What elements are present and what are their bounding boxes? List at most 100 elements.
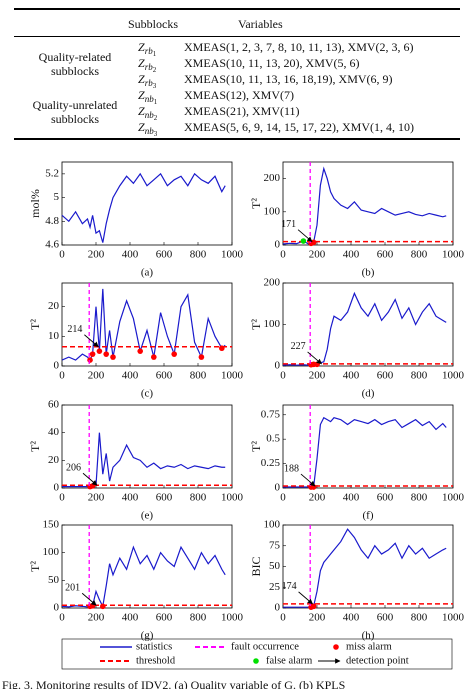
symbol-index: 1: [153, 98, 158, 106]
group-label: Quality-related subblocks: [38, 50, 112, 78]
x-tick-label: 400: [122, 249, 139, 261]
x-tick-label: 1000: [221, 492, 244, 504]
x-tick-label: 1000: [442, 492, 465, 504]
symbol-sub: nb: [144, 110, 154, 120]
y-axis-label: T²: [249, 198, 263, 209]
y-tick-label: 200: [264, 277, 281, 289]
group-label: Quality-unrelated subblocks: [32, 98, 118, 126]
x-tick-label: 800: [411, 249, 428, 261]
panel-label: (c): [141, 388, 154, 400]
variables: XMEAS(12), XMV(7): [184, 88, 294, 102]
x-tick-label: 200: [309, 612, 326, 624]
x-tick-label: 0: [59, 612, 65, 624]
detection-label: 201: [65, 583, 80, 594]
x-tick-label: 200: [88, 370, 105, 382]
x-tick-label: 1000: [221, 370, 244, 382]
x-tick-label: 600: [156, 492, 173, 504]
x-tick-label: 1000: [442, 249, 465, 261]
statistics-line: [61, 288, 226, 362]
variables: XMEAS(10, 11, 13, 20), XMV(5, 6): [184, 56, 360, 70]
miss-alarm: [151, 354, 157, 360]
detection-label: 174: [282, 581, 297, 592]
symbol-sub: nb: [144, 126, 154, 136]
symbol-index: 2: [152, 66, 157, 74]
y-tick-label: 0: [54, 360, 60, 372]
panel-label: (f): [363, 510, 374, 522]
y-tick-label: 40: [48, 426, 60, 438]
symbol: Zrb3: [138, 72, 157, 90]
miss-alarm: [198, 354, 205, 360]
legend-swatch: [333, 644, 339, 650]
miss-alarm: [89, 483, 96, 489]
x-tick-label: 1000: [442, 612, 465, 624]
symbol-index: 3: [153, 130, 158, 138]
x-tick-label: 0: [59, 492, 65, 504]
y-tick-label: 100: [264, 519, 281, 531]
x-tick-label: 0: [280, 612, 286, 624]
y-tick-label: 10: [48, 330, 60, 342]
miss-alarm: [171, 351, 177, 357]
y-axis-label: T²: [249, 441, 263, 452]
x-tick-label: 200: [309, 492, 326, 504]
symbol: Zrb2: [138, 56, 157, 74]
symbol-sub: rb: [144, 46, 153, 56]
header-cell: Variables: [238, 17, 283, 31]
x-tick-label: 800: [411, 370, 428, 382]
y-tick-label: 0: [275, 482, 281, 494]
y-tick-label: 5.2: [45, 167, 59, 179]
detection-label: 214: [67, 324, 82, 335]
plot-frame: [282, 282, 454, 367]
table-rule: [14, 138, 460, 140]
x-tick-label: 0: [59, 249, 65, 261]
symbol-index: 2: [153, 114, 158, 122]
y-tick-label: 0: [275, 602, 281, 614]
y-tick-label: 0.25: [261, 457, 281, 469]
variables: XMEAS(5, 6, 9, 14, 15, 17, 22), XMV(1, 4…: [184, 120, 414, 134]
y-tick-label: 0.5: [266, 433, 280, 445]
y-tick-label: 50: [48, 574, 60, 586]
x-tick-label: 600: [156, 612, 173, 624]
x-tick-label: 400: [343, 370, 360, 382]
miss-alarm: [96, 348, 103, 354]
x-tick-label: 600: [377, 612, 394, 624]
statistics-line: [62, 432, 226, 488]
panel-label: (a): [141, 267, 154, 279]
legend-swatch: [253, 658, 259, 664]
x-tick-label: 0: [280, 249, 286, 261]
y-axis-label: T²: [28, 319, 42, 330]
miss-alarm: [137, 348, 143, 354]
y-tick-label: 4.8: [45, 215, 59, 227]
symbol-index: 1: [152, 50, 157, 58]
symbol: Znb1: [138, 88, 158, 106]
y-tick-label: 60: [48, 399, 60, 411]
x-tick-label: 0: [59, 370, 65, 382]
plot-frame: [61, 282, 233, 367]
statistics-line: [61, 545, 226, 609]
detection-arrow: [84, 334, 99, 348]
x-tick-label: 800: [190, 612, 207, 624]
false-alarm: [300, 238, 307, 244]
y-tick-label: 100: [264, 205, 281, 217]
statistics-line: [61, 172, 226, 243]
header-cell: Subblocks: [128, 17, 179, 31]
x-tick-label: 200: [88, 612, 105, 624]
x-tick-label: 600: [377, 249, 394, 261]
x-tick-label: 1000: [442, 370, 465, 382]
x-tick-label: 200: [309, 249, 326, 261]
y-tick-label: 50: [269, 560, 281, 572]
y-axis-label: mol%: [28, 189, 42, 218]
symbol-sub: nb: [144, 94, 154, 104]
symbol: Znb2: [138, 104, 158, 122]
panel-label: (d): [362, 388, 375, 400]
miss-alarm: [219, 345, 225, 352]
plot-frame: [282, 524, 454, 609]
x-tick-label: 1000: [221, 612, 244, 624]
symbol-index: 3: [152, 82, 157, 90]
statistics-line: [283, 528, 447, 608]
x-tick-label: 800: [190, 249, 207, 261]
y-axis-label: BIC: [249, 556, 263, 576]
y-tick-label: 0.75: [261, 408, 281, 420]
y-axis-label: T²: [28, 441, 42, 452]
panel-label: (b): [362, 267, 375, 279]
